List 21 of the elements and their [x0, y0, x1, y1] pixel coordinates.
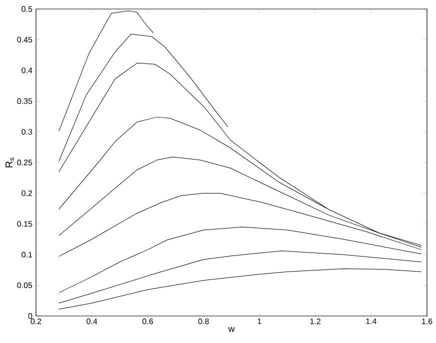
x-tick-label: 1.6 [422, 318, 432, 324]
x-tick-label: 0.6 [142, 318, 153, 324]
x-tick-label: 1.2 [310, 318, 320, 324]
y-tick-label: 0.15 [17, 221, 32, 227]
y-tick-label: 0.25 [17, 160, 32, 166]
x-tick-label: 1 [258, 318, 262, 324]
y-tick-label: 0.5 [22, 6, 32, 12]
y-tick-label: 0.2 [22, 190, 32, 196]
y-axis-title: R$_{s}$ [6, 158, 14, 168]
y-tick-label: 0.45 [17, 36, 32, 43]
y-tick-label: 0.3 [22, 128, 32, 135]
y-tick-label: 0.05 [17, 282, 32, 288]
x-tick-label: 1.4 [366, 318, 376, 324]
y-tick-label: 0 [28, 313, 32, 319]
x-tick-label: 0.2 [30, 318, 42, 324]
x-tick-label: 0.4 [86, 318, 98, 324]
y-tick-label: 0.4 [22, 68, 32, 74]
x-axis-title: w [228, 327, 235, 332]
y-tick-label: 0.35 [17, 98, 32, 104]
y-tick-label: 0.1 [22, 252, 32, 258]
x-tick-label: 0.8 [198, 318, 209, 324]
